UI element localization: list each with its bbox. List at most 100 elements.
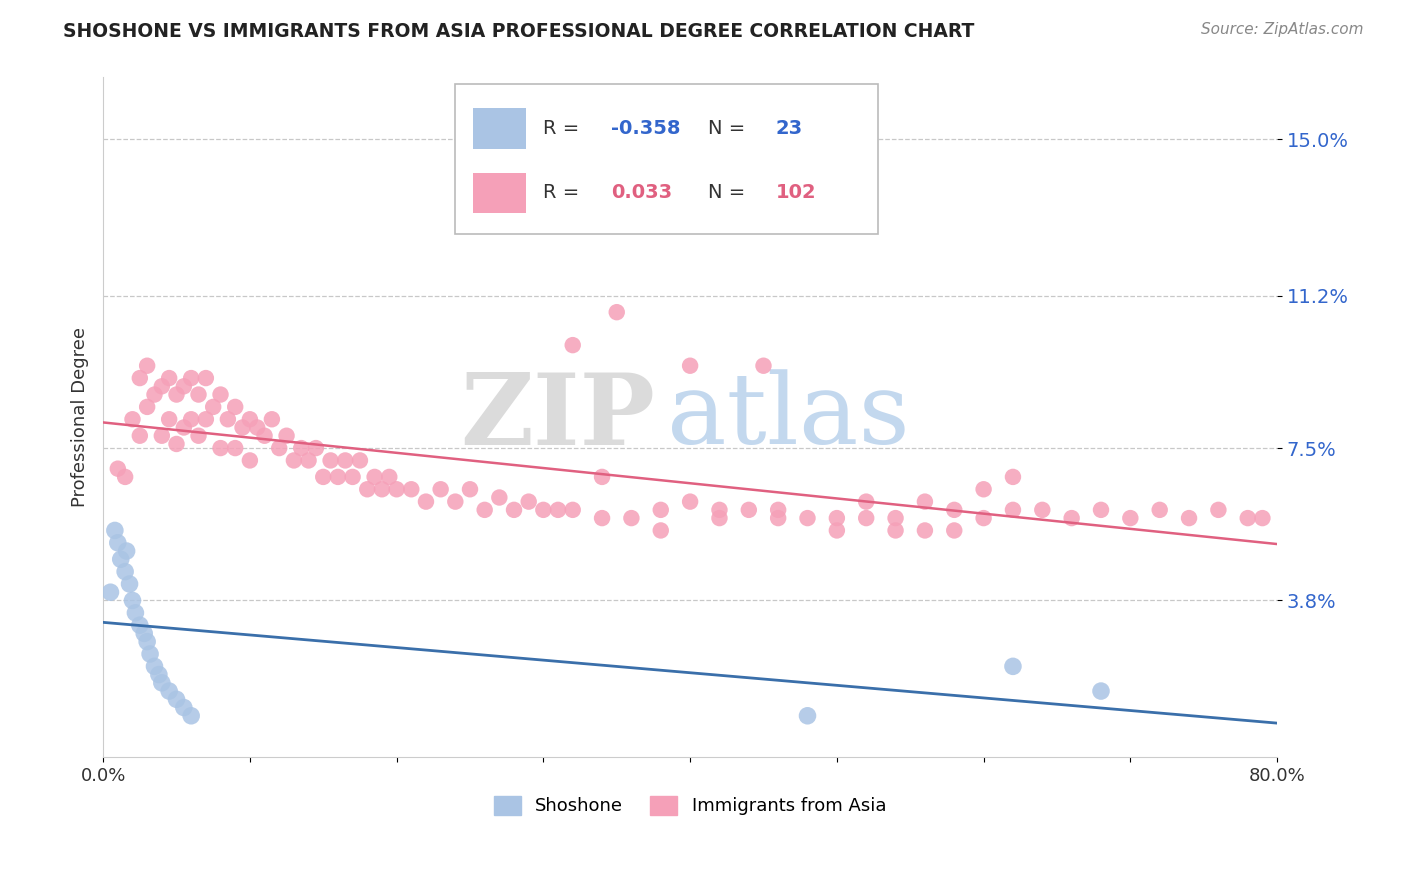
Point	[224, 441, 246, 455]
Point	[224, 400, 246, 414]
Point	[943, 524, 966, 538]
Text: R =: R =	[543, 119, 586, 138]
Point	[143, 659, 166, 673]
Point	[429, 483, 451, 497]
Point	[202, 400, 225, 414]
Legend: Shoshone, Immigrants from Asia: Shoshone, Immigrants from Asia	[486, 789, 894, 822]
Point	[107, 461, 129, 475]
Point	[561, 338, 583, 352]
Text: Source: ZipAtlas.com: Source: ZipAtlas.com	[1201, 22, 1364, 37]
Point	[1031, 503, 1053, 517]
Point	[110, 552, 132, 566]
Text: 102: 102	[776, 184, 817, 202]
Point	[796, 511, 818, 525]
Point	[1208, 503, 1230, 517]
Point	[312, 470, 335, 484]
Point	[209, 441, 232, 455]
Point	[1060, 511, 1083, 525]
Point	[378, 470, 401, 484]
Point	[260, 412, 283, 426]
Point	[796, 708, 818, 723]
Point	[1119, 511, 1142, 525]
Point	[121, 412, 143, 426]
Point	[650, 503, 672, 517]
Point	[136, 400, 159, 414]
Point	[187, 387, 209, 401]
Point	[139, 647, 162, 661]
Bar	[472, 172, 526, 213]
Point	[385, 483, 408, 497]
Point	[217, 412, 239, 426]
Point	[290, 441, 312, 455]
Point	[503, 503, 526, 517]
Point	[884, 511, 907, 525]
Point	[973, 511, 995, 525]
Text: R =: R =	[543, 184, 586, 202]
Point	[173, 420, 195, 434]
Point	[1251, 511, 1274, 525]
Point	[766, 511, 789, 525]
Point	[297, 453, 319, 467]
Point	[128, 371, 150, 385]
Point	[115, 544, 138, 558]
Point	[738, 503, 761, 517]
Point	[209, 387, 232, 401]
Point	[187, 428, 209, 442]
Point	[1149, 503, 1171, 517]
Point	[943, 503, 966, 517]
Point	[134, 626, 156, 640]
Point	[1001, 503, 1024, 517]
Point	[561, 503, 583, 517]
Point	[766, 503, 789, 517]
Point	[136, 634, 159, 648]
Point	[855, 494, 877, 508]
Point	[1236, 511, 1258, 525]
Point	[1001, 659, 1024, 673]
Point	[246, 420, 269, 434]
Point	[253, 428, 276, 442]
Point	[319, 453, 342, 467]
Point	[371, 483, 394, 497]
Point	[157, 684, 180, 698]
Point	[128, 618, 150, 632]
Point	[107, 536, 129, 550]
Bar	[472, 108, 526, 149]
Point	[620, 511, 643, 525]
Point	[124, 606, 146, 620]
Point	[884, 524, 907, 538]
FancyBboxPatch shape	[456, 84, 877, 234]
Point	[166, 437, 188, 451]
Point	[591, 511, 613, 525]
Point	[121, 593, 143, 607]
Point	[591, 470, 613, 484]
Point	[1090, 503, 1112, 517]
Point	[194, 412, 217, 426]
Point	[148, 667, 170, 681]
Text: atlas: atlas	[666, 369, 910, 465]
Point	[118, 577, 141, 591]
Text: 23: 23	[776, 119, 803, 138]
Point	[335, 453, 357, 467]
Point	[342, 470, 364, 484]
Point	[305, 441, 328, 455]
Point	[914, 494, 936, 508]
Text: N =: N =	[707, 119, 751, 138]
Point	[194, 371, 217, 385]
Point	[356, 483, 378, 497]
Point	[143, 387, 166, 401]
Point	[547, 503, 569, 517]
Point	[679, 359, 702, 373]
Point	[474, 503, 496, 517]
Point	[232, 420, 254, 434]
Text: -0.358: -0.358	[612, 119, 681, 138]
Text: ZIP: ZIP	[460, 368, 655, 466]
Point	[150, 379, 173, 393]
Point	[415, 494, 437, 508]
Point	[180, 412, 202, 426]
Point	[180, 371, 202, 385]
Point	[150, 676, 173, 690]
Point	[709, 503, 731, 517]
Point	[114, 565, 136, 579]
Point	[679, 494, 702, 508]
Point	[650, 524, 672, 538]
